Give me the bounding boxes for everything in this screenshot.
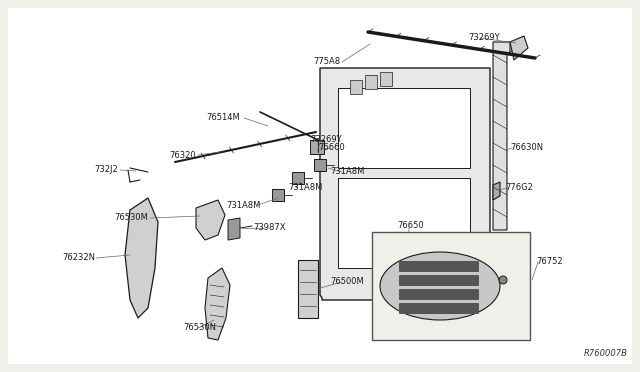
Polygon shape — [380, 72, 392, 86]
FancyBboxPatch shape — [399, 275, 479, 286]
Polygon shape — [365, 75, 377, 89]
Text: 76232N: 76232N — [62, 253, 95, 263]
Text: 76514M: 76514M — [206, 113, 240, 122]
FancyBboxPatch shape — [399, 261, 479, 272]
Polygon shape — [493, 42, 510, 230]
Polygon shape — [125, 198, 158, 318]
Polygon shape — [298, 260, 318, 318]
Polygon shape — [338, 88, 470, 168]
FancyBboxPatch shape — [399, 303, 479, 314]
Polygon shape — [310, 140, 324, 154]
Text: 76660: 76660 — [318, 144, 345, 153]
FancyBboxPatch shape — [399, 289, 479, 300]
Polygon shape — [493, 182, 500, 200]
Text: 76500M: 76500M — [330, 278, 364, 286]
FancyBboxPatch shape — [8, 8, 632, 364]
Text: 731A8M: 731A8M — [227, 201, 261, 209]
Text: 73269Y: 73269Y — [468, 33, 500, 42]
Polygon shape — [320, 68, 490, 300]
Text: 732J2: 732J2 — [94, 166, 118, 174]
Text: 73987X: 73987X — [253, 224, 285, 232]
Text: 76530N: 76530N — [183, 324, 216, 333]
Ellipse shape — [380, 252, 500, 320]
Text: 776G2: 776G2 — [505, 183, 533, 192]
Text: 76752: 76752 — [536, 257, 563, 266]
Text: 76650: 76650 — [397, 221, 424, 231]
Polygon shape — [314, 159, 326, 171]
Text: 731A8M: 731A8M — [288, 183, 323, 192]
Text: 76630N: 76630N — [510, 144, 543, 153]
Text: 775A8: 775A8 — [313, 58, 340, 67]
Polygon shape — [510, 36, 528, 60]
Polygon shape — [205, 268, 230, 340]
Circle shape — [499, 276, 507, 284]
Polygon shape — [196, 200, 225, 240]
Text: R760007B: R760007B — [584, 349, 628, 358]
Text: 731A8M: 731A8M — [330, 167, 364, 176]
Polygon shape — [228, 218, 240, 240]
Polygon shape — [338, 178, 470, 268]
Text: 76752C: 76752C — [456, 247, 488, 257]
Text: 76530M: 76530M — [114, 214, 148, 222]
Text: 76320: 76320 — [170, 151, 196, 160]
Text: 73269Y: 73269Y — [310, 135, 342, 144]
Polygon shape — [292, 172, 304, 184]
Polygon shape — [272, 189, 284, 201]
FancyBboxPatch shape — [372, 232, 530, 340]
Polygon shape — [350, 80, 362, 94]
